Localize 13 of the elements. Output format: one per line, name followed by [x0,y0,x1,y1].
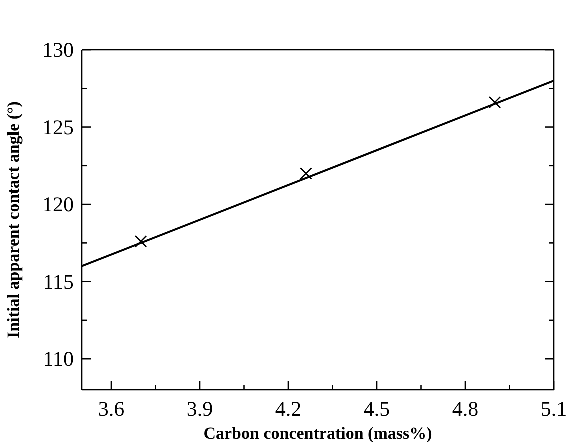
x-axis-title: Carbon concentration (mass%) [202,424,434,444]
x-tick-label: 4.5 [364,397,390,421]
y-axis-title: Initial apparent contact angle (°) [4,102,24,338]
x-tick-label: 3.6 [98,397,125,421]
x-tick-label: 4.8 [452,397,479,421]
y-tick-label: 115 [43,270,74,294]
y-tick-label: 110 [43,347,74,372]
y-tick-label: 120 [42,192,74,217]
x-tick-label: 5.1 [540,397,568,421]
x-tick-label: 3.9 [186,397,214,421]
y-tick-label: 125 [42,115,74,140]
x-tick-label: 4.2 [275,397,302,421]
y-tick-label: 130 [42,38,74,62]
